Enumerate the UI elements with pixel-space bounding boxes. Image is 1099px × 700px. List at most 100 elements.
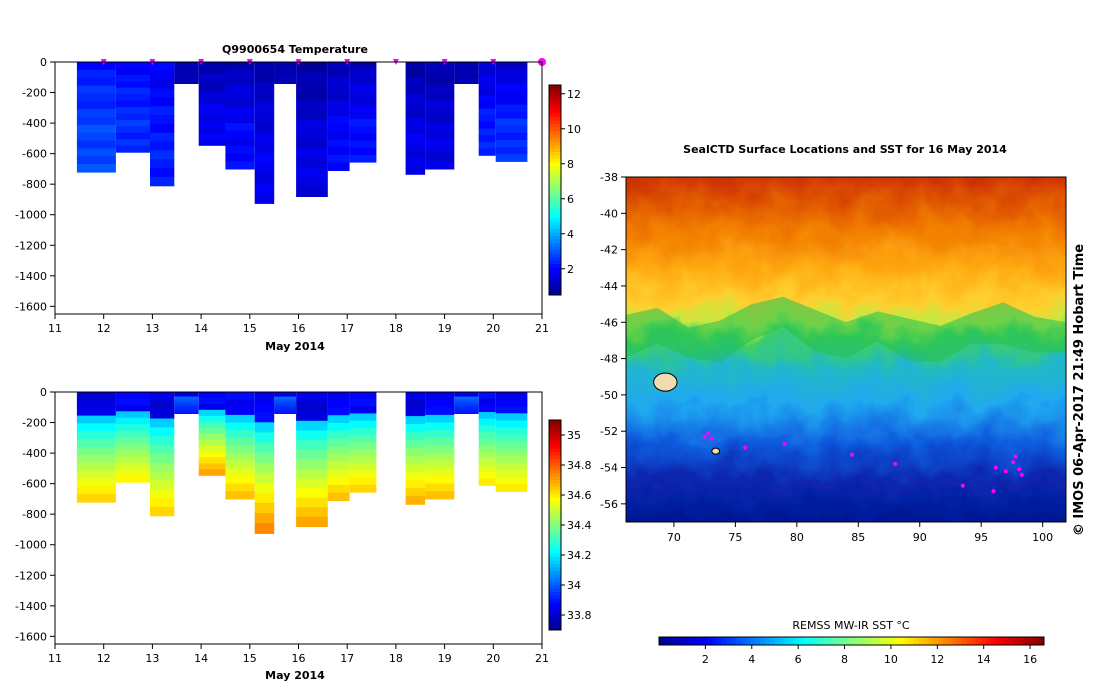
- section-cell: [150, 489, 175, 499]
- section-cell: [254, 112, 275, 124]
- colorbar-swatch: [549, 619, 561, 624]
- section-cell: [425, 62, 455, 71]
- sst-colorbar-swatch: [899, 637, 905, 645]
- section-cell: [76, 439, 116, 448]
- section-cell: [405, 488, 426, 497]
- colorbar-tick-label: 33.8: [567, 609, 592, 622]
- section-cell: [150, 506, 175, 517]
- section-cell: [296, 507, 328, 518]
- section-cell: [478, 141, 496, 150]
- section-cell: [254, 132, 275, 144]
- x-tick-label: 11: [48, 652, 62, 665]
- section-cell: [425, 460, 455, 469]
- section-cell: [254, 193, 275, 204]
- colorbar-swatch: [549, 267, 561, 271]
- sst-colorbar-swatch: [846, 637, 852, 645]
- sst-colorbar-swatch: [942, 637, 949, 645]
- x-tick-label: 13: [145, 322, 159, 335]
- sst-colorbar-swatch: [663, 637, 670, 645]
- colorbar-swatch: [549, 172, 561, 177]
- section-cell: [478, 101, 496, 110]
- section-cell: [254, 183, 275, 194]
- section-cell: [115, 404, 150, 412]
- section-cell: [495, 441, 528, 450]
- y-tick-label: -1600: [15, 630, 47, 643]
- x-tick-label: 16: [292, 322, 306, 335]
- section-cell: [274, 66, 296, 69]
- section-cell: [296, 167, 328, 178]
- colorbar-swatch: [549, 563, 561, 568]
- section-cell: [225, 460, 255, 469]
- section-cell: [478, 95, 496, 103]
- section-cell: [327, 77, 350, 86]
- sst-colorbar-swatch: [793, 637, 800, 645]
- section-cell: [225, 77, 255, 86]
- colorbar-swatch: [549, 284, 561, 289]
- seal-location: [993, 465, 998, 470]
- section-cell: [495, 399, 528, 407]
- section-cell: [225, 407, 255, 416]
- section-cell: [495, 413, 528, 421]
- seal-location: [782, 441, 787, 446]
- section-cell: [225, 468, 255, 477]
- section-cell: [405, 464, 426, 473]
- sst-colorbar-swatch: [991, 637, 997, 645]
- colorbar-swatch: [549, 626, 561, 631]
- section-cell: [478, 431, 496, 440]
- section-cell: [225, 92, 255, 101]
- map-x-tick-label: 100: [1032, 531, 1053, 544]
- section-cell: [349, 484, 377, 493]
- sst-colorbar-swatch: [870, 637, 877, 645]
- sst-colorbar-tick-label: 10: [884, 653, 898, 666]
- section-cell: [478, 108, 496, 116]
- colorbar-tick-label: 2: [567, 263, 574, 276]
- section-cell: [425, 414, 455, 424]
- section-cell: [296, 459, 328, 470]
- section-cell: [150, 115, 175, 125]
- section-cell: [225, 445, 255, 454]
- seal-location: [1017, 467, 1022, 472]
- colorbar-swatch: [549, 423, 561, 428]
- section-cell: [454, 68, 479, 71]
- section-cell: [150, 400, 175, 411]
- colorbar-swatch: [549, 483, 561, 487]
- section-cell: [296, 100, 328, 111]
- section-cell: [76, 407, 116, 417]
- section-cell: [454, 81, 479, 84]
- section-cell: [405, 440, 426, 449]
- x-tick-label: 15: [243, 652, 257, 665]
- colorbar-swatch: [549, 577, 561, 582]
- x-tick-label: 20: [486, 652, 500, 665]
- section-cell: [425, 392, 455, 401]
- x-tick-label: 11: [48, 322, 62, 335]
- sst-colorbar-swatch: [904, 637, 910, 645]
- section-cell: [115, 126, 150, 134]
- colorbar-swatch: [549, 127, 561, 131]
- section-cell: [405, 424, 426, 433]
- y-tick-label: -600: [22, 148, 47, 161]
- section-cell: [76, 486, 116, 495]
- section-cell: [198, 397, 226, 405]
- section-cell: [150, 141, 175, 151]
- section-cell: [349, 463, 377, 472]
- section-cell: [296, 138, 328, 149]
- section-cell: [115, 94, 150, 102]
- section-cell: [174, 404, 199, 407]
- section-cell: [115, 475, 150, 483]
- colorbar-swatch: [549, 493, 561, 498]
- section-cell: [274, 75, 296, 78]
- section-cell: [327, 124, 350, 133]
- section-cell: [174, 71, 199, 74]
- y-tick-label: -1000: [15, 539, 47, 552]
- section-cell: [425, 161, 455, 170]
- sst-colorbar-swatch: [914, 637, 920, 645]
- section-cell: [478, 418, 496, 426]
- colorbar-swatch: [549, 137, 561, 142]
- colorbar-swatch: [549, 151, 561, 156]
- sst-colorbar-swatch: [760, 637, 766, 645]
- colorbar-swatch: [549, 528, 561, 533]
- seal-location: [960, 483, 965, 488]
- section-cell: [76, 462, 116, 472]
- sst-colorbar-swatch: [938, 637, 944, 645]
